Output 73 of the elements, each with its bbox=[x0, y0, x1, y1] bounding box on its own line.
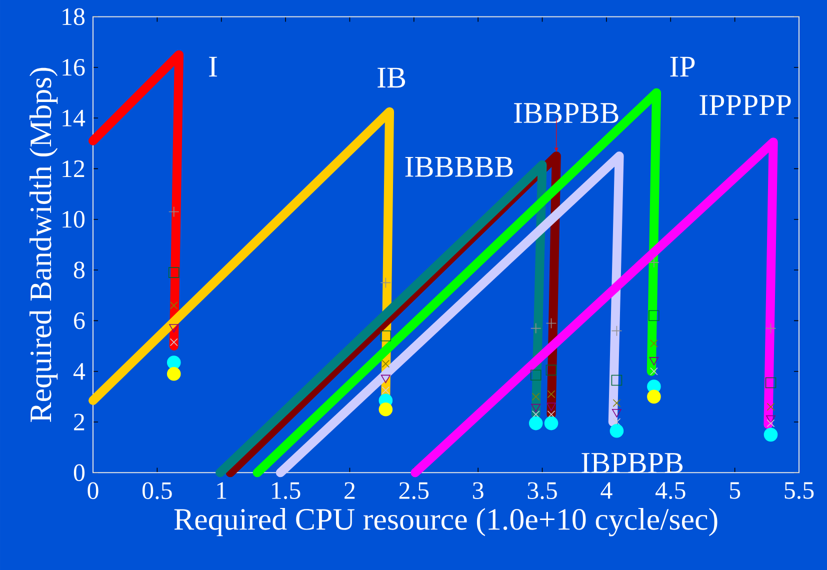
point bbox=[649, 357, 659, 366]
x-tick-label: 2.5 bbox=[399, 482, 429, 500]
point bbox=[610, 424, 624, 438]
point bbox=[380, 277, 392, 288]
x-tick-label: 0.5 bbox=[142, 482, 172, 500]
point bbox=[532, 392, 540, 401]
series-label: IBPBPB bbox=[582, 453, 683, 473]
point bbox=[546, 402, 556, 411]
y-tick-label: 8 bbox=[74, 262, 85, 278]
x-tick-label: 4 bbox=[600, 482, 612, 499]
series-label: I bbox=[209, 56, 217, 77]
point bbox=[166, 366, 181, 381]
series-label: IP bbox=[670, 56, 695, 77]
y-tick-label: 10 bbox=[62, 210, 85, 228]
point bbox=[170, 338, 178, 346]
point bbox=[378, 402, 393, 416]
y-tick-label: 6 bbox=[74, 312, 85, 330]
point bbox=[169, 324, 179, 332]
point bbox=[648, 310, 660, 322]
x-tick-label: 5 bbox=[730, 482, 740, 499]
point bbox=[531, 404, 541, 412]
x-tick-label: 3.5 bbox=[528, 482, 557, 500]
point bbox=[382, 386, 390, 394]
y-tick-label: 2 bbox=[74, 414, 84, 430]
point bbox=[530, 370, 542, 381]
point bbox=[382, 360, 390, 368]
x-tick-label: 1 bbox=[217, 482, 226, 499]
point bbox=[380, 330, 392, 342]
point bbox=[764, 428, 778, 442]
point bbox=[170, 302, 178, 310]
point bbox=[168, 206, 180, 218]
point bbox=[611, 374, 622, 386]
point bbox=[650, 367, 658, 376]
series-label: IBBPBB bbox=[514, 103, 618, 123]
point bbox=[544, 416, 558, 430]
point bbox=[612, 418, 621, 426]
point bbox=[612, 399, 621, 407]
point bbox=[168, 267, 180, 278]
point bbox=[547, 410, 556, 418]
y-axis-title: Required Bandwidth (Mbps) bbox=[29, 68, 58, 422]
y-tick-label: 14 bbox=[62, 110, 86, 126]
y-tick-label: 4 bbox=[73, 363, 86, 380]
point bbox=[765, 377, 776, 388]
x-tick-label: 3 bbox=[473, 482, 484, 500]
point bbox=[650, 340, 658, 348]
point bbox=[648, 257, 660, 268]
point bbox=[166, 356, 181, 370]
series-label: IPPPPP bbox=[700, 95, 791, 115]
x-axis-title: Required CPU resource (1.0e+10 cycle/sec) bbox=[174, 508, 718, 536]
point bbox=[766, 419, 775, 428]
point bbox=[530, 322, 542, 334]
y-tick-label: 12 bbox=[62, 160, 84, 177]
x-tick-label: 4.5 bbox=[655, 482, 686, 500]
series-label: IB bbox=[378, 68, 406, 88]
point bbox=[765, 322, 776, 334]
point bbox=[380, 374, 390, 384]
x-tick-label: 2 bbox=[344, 482, 355, 499]
point bbox=[612, 408, 622, 418]
y-tick-label: 18 bbox=[62, 8, 85, 26]
point bbox=[766, 402, 775, 411]
point bbox=[532, 410, 540, 418]
point bbox=[528, 416, 543, 430]
x-tick-label: 1.5 bbox=[272, 482, 300, 500]
y-tick-label: 0 bbox=[74, 464, 85, 482]
point bbox=[547, 390, 556, 398]
x-tick-label: 5.5 bbox=[784, 482, 814, 499]
series-label: IBBBBB bbox=[405, 157, 513, 177]
point bbox=[546, 318, 557, 329]
x-tick-label: 0 bbox=[88, 482, 98, 500]
point bbox=[546, 364, 557, 376]
point bbox=[611, 325, 622, 336]
y-tick-label: 16 bbox=[62, 58, 85, 76]
point bbox=[647, 390, 661, 404]
